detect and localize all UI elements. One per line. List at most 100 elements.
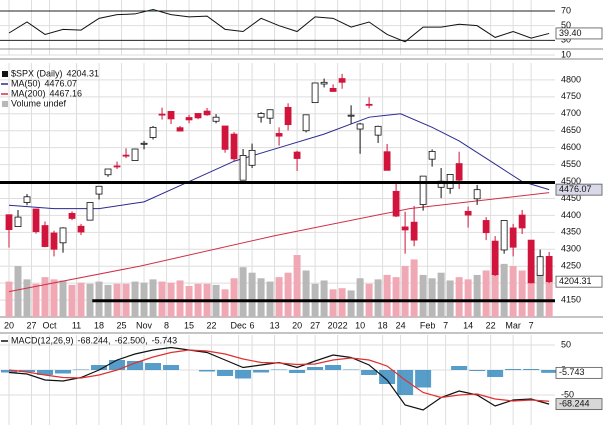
- volume-bar: [536, 272, 544, 317]
- x-tick-label: 7: [529, 320, 534, 330]
- candle-body: [5, 214, 13, 231]
- volume-bar: [293, 255, 301, 317]
- volume-bar: [68, 284, 76, 317]
- x-tick-label: Mar: [505, 320, 521, 330]
- y-tick-label: 4600: [561, 142, 581, 152]
- histogram-bar: [145, 363, 162, 370]
- volume-bar: [302, 270, 310, 317]
- x-tick-label: 14: [463, 320, 473, 330]
- candle-body: [203, 110, 211, 116]
- value-tag: 4476.07: [559, 184, 592, 194]
- candle-body: [32, 208, 40, 233]
- y-tick-label: 30: [561, 35, 571, 45]
- candle-body: [104, 168, 112, 176]
- volume-bar: [419, 274, 427, 317]
- volume-bar: [509, 266, 517, 317]
- legend-label: MA(200): [11, 88, 46, 98]
- histogram-bar: [307, 367, 324, 370]
- histogram-bar: [343, 369, 360, 370]
- volume-bar: [383, 274, 391, 317]
- volume-bar: [275, 277, 283, 317]
- legend-label: MACD(12,26,9): [11, 335, 74, 345]
- histogram-bar: [1, 370, 18, 373]
- y-tick-label: 4400: [561, 210, 581, 220]
- histogram-bar: [487, 370, 504, 377]
- histogram-bar: [505, 369, 522, 370]
- x-tick-label: 20: [292, 320, 302, 330]
- y-tick-label: 4700: [561, 108, 581, 118]
- x-tick-label: 18: [94, 320, 104, 330]
- volume-bar: [374, 279, 382, 317]
- y-tick-label: 4650: [561, 125, 581, 135]
- volume-bar: [500, 263, 508, 317]
- candle-body: [158, 113, 166, 116]
- candle-body: [473, 189, 481, 200]
- x-tick-label: 6: [250, 320, 255, 330]
- histogram-bar: [199, 370, 216, 372]
- candle-body: [68, 212, 76, 219]
- volume-bar: [320, 280, 328, 317]
- x-tick-label: 15: [184, 320, 194, 330]
- legend-swatch: [2, 71, 8, 77]
- candle-body: [167, 111, 175, 120]
- legend-value: -62.500,: [115, 335, 148, 345]
- y-tick-label: 50: [561, 339, 571, 349]
- candle-body: [374, 125, 382, 136]
- candle-body: [527, 239, 535, 284]
- histogram-bar: [325, 365, 342, 370]
- x-tick-label: 11: [72, 320, 81, 330]
- candle-body: [50, 232, 58, 250]
- histogram-bar: [37, 370, 54, 375]
- y-tick-label: 4550: [561, 159, 581, 169]
- x-tick-label: 13: [270, 320, 280, 330]
- candle-body: [428, 150, 436, 160]
- candle-body: [248, 149, 256, 166]
- candle-body: [320, 81, 328, 85]
- candle-body: [293, 151, 301, 159]
- volume-bar: [518, 270, 526, 317]
- volume-bar: [329, 289, 337, 317]
- candle-body: [410, 221, 418, 241]
- x-tick-label: 27: [310, 320, 320, 330]
- candle-body: [500, 220, 508, 251]
- candle-body: [176, 127, 184, 132]
- candle-body: [509, 227, 517, 248]
- candle-body: [149, 126, 157, 138]
- histogram-bar: [55, 370, 72, 374]
- y-tick-label: 4150: [561, 294, 581, 304]
- value-tag-box: [555, 27, 603, 40]
- histogram-bar: [397, 370, 414, 395]
- value-tag: -5.743: [559, 367, 585, 377]
- candle-body: [131, 148, 139, 161]
- volume-bar: [338, 288, 346, 317]
- volume-bar: [392, 277, 400, 317]
- x-tick-label: 22: [207, 320, 217, 330]
- volume-bar: [491, 272, 499, 317]
- candle-body: [392, 190, 400, 217]
- x-tick-label: Dec: [231, 320, 248, 330]
- moving-average: [8, 192, 550, 293]
- candle-body: [140, 142, 148, 145]
- candle-body: [23, 196, 31, 203]
- volume-bar: [428, 278, 436, 317]
- histogram-bar: [73, 369, 90, 370]
- x-tick-label: 8: [164, 320, 169, 330]
- candle-body: [329, 88, 337, 92]
- candle-body: [302, 114, 310, 132]
- volume-bar: [230, 278, 238, 317]
- value-tag: -68.244: [559, 398, 590, 408]
- candle-body: [365, 103, 373, 106]
- candle-body: [86, 202, 94, 221]
- x-tick-label: 10: [355, 320, 365, 330]
- volume-bar: [50, 279, 58, 317]
- candle-body: [383, 151, 391, 171]
- candle-body: [401, 226, 409, 231]
- value-tag-box: [555, 183, 603, 196]
- histogram-bar: [217, 370, 234, 376]
- x-tick-label: Oct: [43, 320, 58, 330]
- volume-bar: [410, 259, 418, 317]
- value-tag: 39.40: [559, 28, 582, 38]
- histogram-bar: [451, 366, 468, 370]
- volume-bar: [545, 274, 553, 317]
